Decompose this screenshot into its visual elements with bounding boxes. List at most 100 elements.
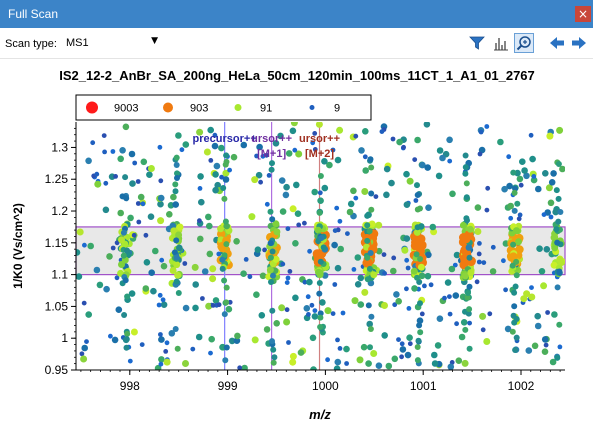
scatter-point [487,311,493,317]
scatter-point [361,188,369,195]
scatter-point [140,158,148,166]
scatter-point [146,171,153,178]
legend-marker-91 [234,104,242,111]
streak-point [364,254,371,261]
streak-point [367,156,374,163]
scatter-point [404,286,409,292]
scatter-point [431,351,438,359]
scatter-point [454,321,459,327]
scatter-point [284,307,290,313]
x-axis-label: m/z [309,407,331,422]
close-button[interactable]: × [575,6,591,22]
plot-area[interactable]: precursor++ursor++[M+1]ursor++[M+2] 998 9… [45,119,566,393]
scatter-point [128,150,136,158]
scatter-point [233,337,241,345]
ion-point [550,261,558,269]
scatter-point [312,147,318,152]
scan-type-select[interactable]: MS1 ▼ [62,34,160,52]
scatter-point [324,307,332,315]
streak-point [270,272,276,279]
scatter-point [278,177,286,184]
scatter-point [81,344,88,352]
scatter-point [334,264,342,272]
streak-point [268,166,275,173]
histogram-icon[interactable] [492,34,510,52]
scatter-point [542,170,549,177]
scatter-point [94,171,100,177]
legend-label-903: 903 [190,103,208,115]
scatter-point [127,358,133,364]
ion-point [467,269,475,277]
chart-title: IS2_12-2_AnBr_SA_200ng_HeLa_50cm_120min_… [59,68,535,83]
scatter-point [115,306,123,313]
scan-chart[interactable]: IS2_12-2_AnBr_SA_200ng_HeLa_50cm_120min_… [0,58,593,432]
streak-point [316,209,323,216]
streak-point [317,324,324,330]
streak-point [417,329,424,336]
scatter-point [219,174,225,180]
forward-arrow-icon[interactable] [570,34,588,52]
streak-point [269,248,276,255]
scatter-point [278,304,286,312]
scatter-point [453,251,461,259]
ion-point [272,255,280,263]
scatter-point [102,149,107,155]
scatter-point [117,209,124,217]
ion-point [314,226,322,234]
streak-point [417,205,423,212]
scatter-point [101,133,107,138]
scatter-point [310,140,316,146]
scatter-point [143,259,151,266]
scatter-point [159,257,165,263]
back-arrow-icon[interactable] [548,34,566,52]
scatter-point [117,155,124,163]
scatter-point [548,179,556,186]
streak-point [554,354,561,361]
scatter-point [507,202,514,210]
scatter-point [351,297,359,305]
streak-point [556,270,563,276]
scatter-point [436,147,444,154]
scatter-point [289,352,297,360]
ion-point [362,258,372,268]
filter-icon[interactable] [468,34,486,52]
ion-point [413,228,421,236]
streak-point [414,274,420,281]
scatter-point [201,268,209,275]
scatter-point [212,186,219,194]
scatter-point [263,326,271,333]
scatter-point [370,350,378,357]
scatter-point [196,128,204,136]
scatter-point [444,279,452,286]
scatter-point [303,305,311,312]
close-icon: × [577,7,589,21]
scatter-point [419,161,426,169]
ion-point [217,225,225,233]
scatter-point [182,261,188,266]
scatter-point [306,312,311,317]
scatter-point [292,147,298,153]
scatter-point [337,245,345,253]
scatter-point [306,278,313,286]
scatter-point [375,362,383,370]
ion-point [370,271,378,279]
scatter-point [321,158,328,165]
scatter-point [516,216,522,222]
scatter-point [353,133,359,139]
scatter-point [390,136,396,142]
scatter-point [403,235,411,242]
ion-point [418,272,426,280]
scatter-point [531,342,539,350]
scatter-point [442,295,447,301]
scatter-point [480,327,486,333]
scatter-point [552,208,559,216]
scatter-point [381,252,387,257]
scatter-point [205,213,212,221]
zoom-button[interactable] [514,33,534,53]
scatter-point [315,122,323,128]
scatter-point [157,194,165,202]
scatter-point [312,131,318,136]
streak-point [416,322,423,329]
x-tick-label: 999 [218,379,238,393]
scatter-point [401,144,406,150]
